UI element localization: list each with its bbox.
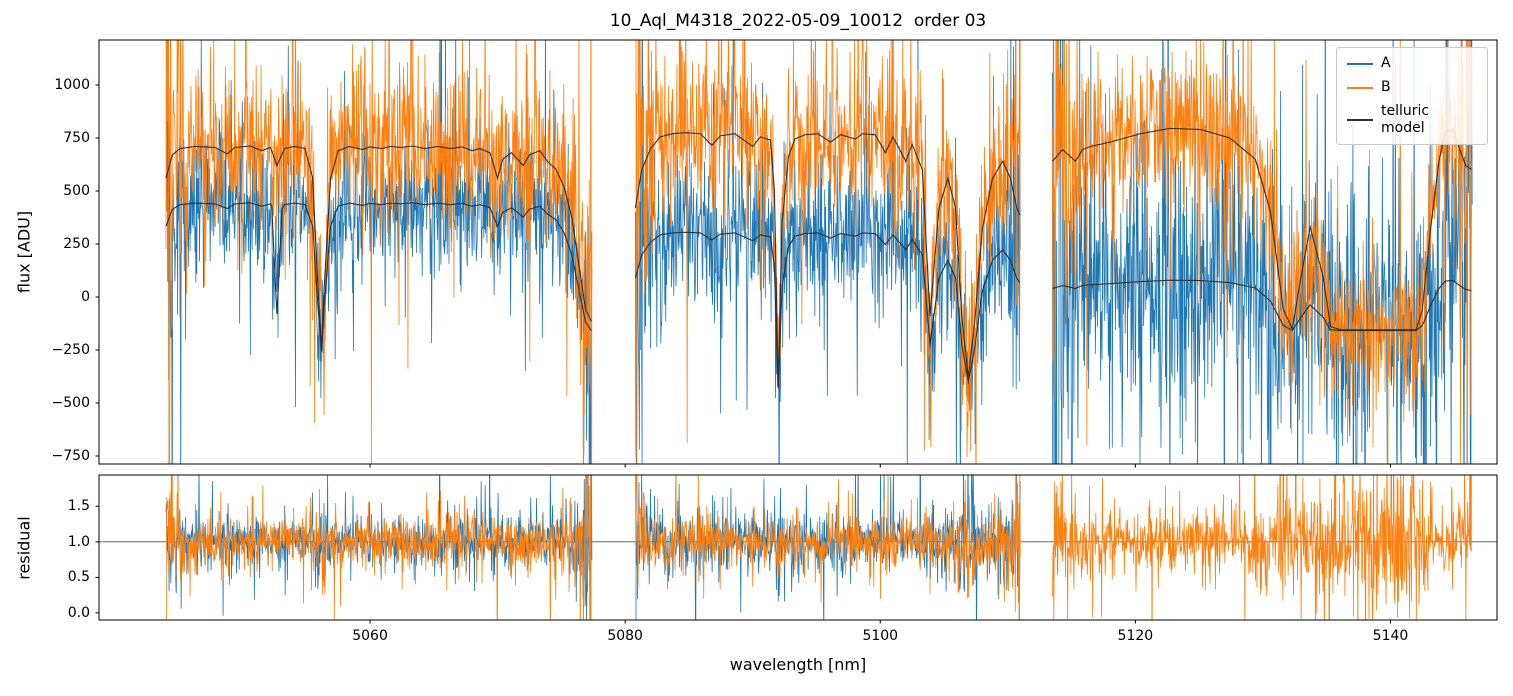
legend-entry-a: A — [1347, 55, 1477, 72]
flux-axis-label: flux [ADU] — [14, 210, 34, 294]
legend-label-a: A — [1381, 55, 1391, 71]
flux-y-tick-label: −250 — [51, 341, 90, 358]
residual-y-tick-label: 1.5 — [67, 498, 90, 515]
residual-axis-label: residual — [14, 516, 34, 580]
plot-title: 10_Aql_M4318_2022-05-09_10012 order 03 — [609, 11, 987, 31]
legend-label-b: B — [1381, 79, 1391, 95]
wavelength-x-tick-label: 5100 — [862, 628, 899, 644]
flux-y-tick-label: 0 — [81, 288, 90, 305]
flux-y-tick-label: 1000 — [54, 76, 90, 93]
residual-y-tick-label: 1.0 — [67, 533, 90, 550]
legend-line-sample-telluric — [1347, 119, 1373, 121]
wavelength-x-tick-label: 5060 — [352, 628, 388, 644]
legend-label-telluric: telluric model — [1381, 103, 1430, 136]
legend-line-sample-b — [1347, 86, 1373, 89]
wavelength-x-tick-label: 5140 — [1372, 628, 1409, 644]
legend-line-sample-a — [1347, 62, 1373, 65]
wavelength-axis-label: wavelength [nm] — [729, 655, 867, 674]
flux-y-tick-label: 250 — [63, 235, 90, 252]
flux-y-tick-label: 500 — [63, 182, 90, 199]
flux-y-tick-label: 750 — [63, 129, 90, 146]
flux-y-tick-label: −750 — [51, 447, 90, 464]
legend: A B telluric model — [1336, 47, 1488, 145]
legend-entry-b: B — [1347, 79, 1477, 96]
legend-entry-telluric: telluric model — [1347, 103, 1477, 137]
residual-y-tick-label: 0.5 — [67, 569, 90, 586]
flux-y-tick-label: −500 — [51, 394, 90, 411]
wavelength-x-tick-label: 5120 — [1117, 628, 1154, 644]
residual-y-tick-label: 0.0 — [67, 604, 90, 621]
wavelength-x-tick-label: 5080 — [607, 628, 643, 644]
